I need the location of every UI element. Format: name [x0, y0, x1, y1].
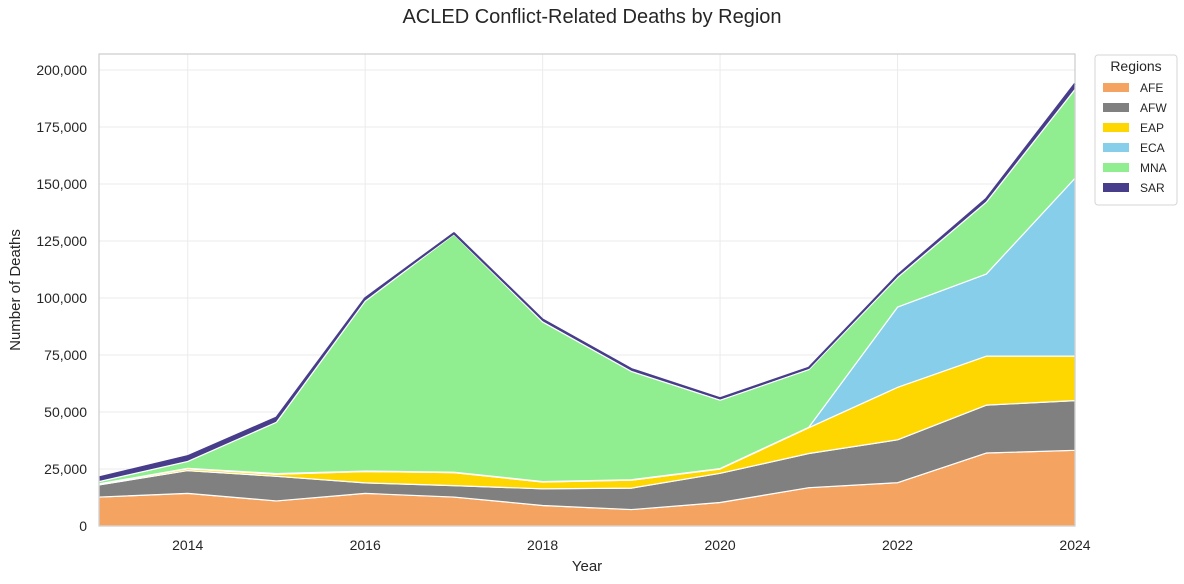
y-tick-label: 150,000 — [36, 176, 87, 192]
legend-label-eap: EAP — [1140, 121, 1164, 135]
x-tick-label: 2016 — [350, 537, 381, 553]
y-tick-label: 200,000 — [36, 62, 87, 78]
x-tick-label: 2024 — [1059, 537, 1090, 553]
legend-swatch-afw — [1103, 103, 1129, 112]
x-tick-label: 2018 — [527, 537, 558, 553]
x-tick-label: 2014 — [172, 537, 203, 553]
legend-label-afe: AFE — [1140, 81, 1163, 95]
y-tick-label: 75,000 — [44, 347, 87, 363]
legend-swatch-mna — [1103, 163, 1129, 172]
y-tick-label: 25,000 — [44, 461, 87, 477]
line-layer — [98, 82, 1076, 479]
area-layer — [98, 83, 1076, 527]
x-tick-label: 2022 — [882, 537, 913, 553]
legend-swatch-afe — [1103, 83, 1129, 92]
x-tick-label: 2020 — [705, 537, 736, 553]
y-tick-label: 0 — [79, 518, 87, 534]
x-axis-label: Year — [572, 558, 602, 575]
plot-frame — [98, 53, 1076, 527]
y-tick-labels: 0 25,000 50,000 75,000 100,000 125,000 150,000… — [36, 62, 87, 534]
y-tick-label: 100,000 — [36, 290, 87, 306]
legend: Regions AFE AFW EAP ECA MNA SAR — [1094, 54, 1178, 206]
y-tick-label: 175,000 — [36, 119, 87, 135]
legend-swatch-sar — [1103, 183, 1129, 192]
legend-label-mna: MNA — [1140, 161, 1167, 175]
chart-title: ACLED Conflict-Related Deaths by Region — [402, 6, 782, 28]
y-tick-label: 50,000 — [44, 404, 87, 420]
y-axis-label: Number of Deaths — [7, 229, 24, 351]
x-tick-labels: 2014 2016 2018 2020 2022 2024 — [172, 537, 1091, 553]
legend-label-sar: SAR — [1140, 181, 1165, 195]
total-outline — [98, 82, 1076, 479]
legend-label-eca: ECA — [1140, 141, 1165, 155]
legend-label-afw: AFW — [1140, 101, 1167, 115]
y-tick-label: 125,000 — [36, 233, 87, 249]
legend-title: Regions — [1110, 58, 1161, 74]
legend-swatch-eap — [1103, 123, 1129, 132]
legend-swatch-eca — [1103, 143, 1129, 152]
